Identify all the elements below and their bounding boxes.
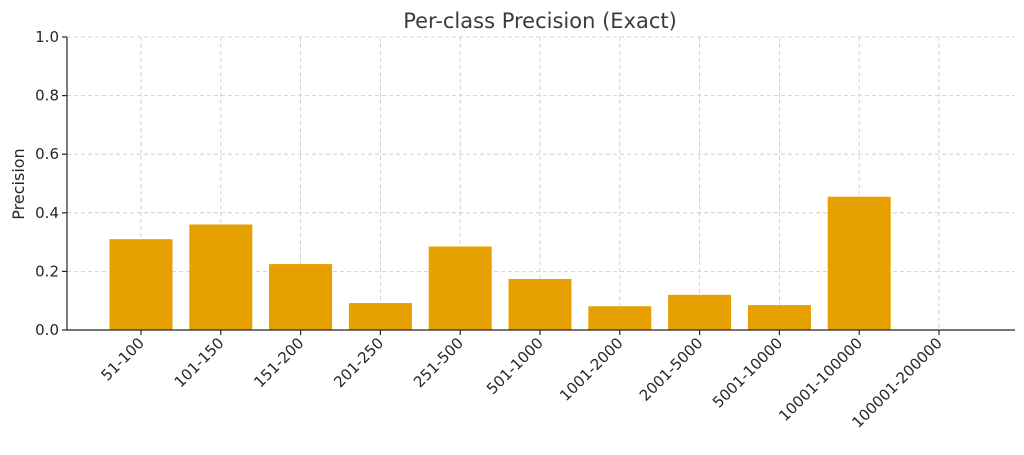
x-tick-label: 2001-5000 [636, 334, 707, 405]
bar-5001-10000 [747, 305, 811, 330]
x-tick-label: 10001-100000 [775, 334, 866, 425]
x-tick-label: 101-150 [171, 334, 228, 391]
bar-101-150 [189, 224, 253, 330]
y-tick-label: 0.0 [35, 321, 59, 339]
x-tick-label: 501-1000 [483, 334, 547, 398]
axes-layer [66, 37, 1015, 331]
y-tick-label: 0.4 [35, 204, 59, 222]
x-tick-label: 1001-2000 [556, 334, 627, 405]
bar-51-100 [109, 239, 173, 330]
y-ticks: 0.0 0.2 0.4 0.6 0.8 1.0 [35, 28, 67, 339]
x-tick-label: 251-500 [410, 334, 467, 391]
x-tick-label: 151-200 [250, 334, 307, 391]
bar-151-200 [269, 264, 333, 330]
x-ticks: 51-100 101-150 151-200 201-250 251-500 501-10… [98, 330, 946, 432]
y-tick-label: 0.8 [35, 87, 59, 105]
bar-501-1000 [508, 279, 572, 330]
y-tick-label: 1.0 [35, 28, 59, 46]
bar-201-250 [348, 303, 412, 330]
y-axis-label: Precision [9, 148, 28, 219]
y-tick-label: 0.6 [35, 145, 59, 163]
y-tick-label: 0.2 [35, 262, 59, 280]
x-tick-label: 201-250 [330, 334, 387, 391]
bar-1001-2000 [588, 306, 652, 330]
bar-2001-5000 [668, 294, 732, 330]
x-tick-label: 5001-10000 [709, 334, 786, 411]
x-tick-label: 51-100 [98, 334, 148, 384]
bars-layer [109, 196, 891, 330]
chart-title: Per-class Precision (Exact) [403, 9, 677, 33]
bar-10001-100000 [827, 196, 891, 330]
bar-251-500 [428, 246, 492, 330]
